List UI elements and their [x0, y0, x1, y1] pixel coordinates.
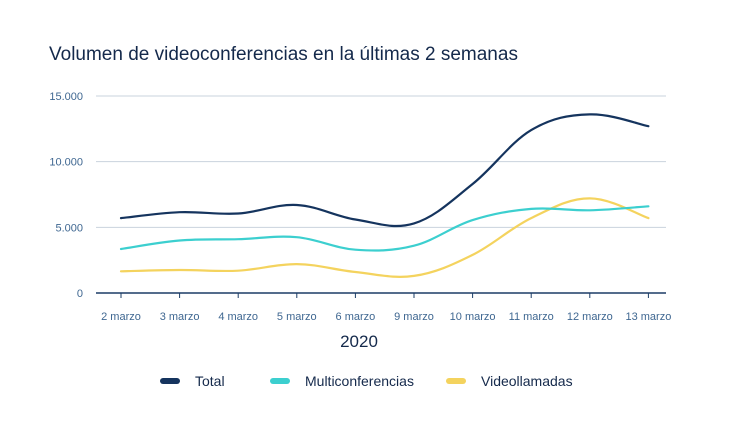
x-tick-label: 12 marzo	[567, 311, 613, 323]
x-axis-label: 2020	[340, 332, 378, 351]
x-tick-label: 10 marzo	[450, 311, 496, 323]
legend-swatch	[160, 378, 180, 384]
y-tick-label: 0	[77, 288, 83, 300]
y-tick-labels: 0 5.000 10.000 15.000	[49, 91, 83, 300]
series-lines	[119, 113, 650, 278]
x-tick-label: 4 marzo	[218, 311, 258, 323]
x-tick-label: 13 marzo	[625, 311, 671, 323]
legend-item-multiconferencias: Multiconferencias	[270, 373, 414, 389]
x-tick-label: 9 marzo	[394, 311, 434, 323]
legend-item-videollamadas: Videollamadas	[446, 373, 573, 389]
x-tick-label: 11 marzo	[509, 311, 554, 323]
y-tick-label: 10.000	[49, 157, 83, 169]
chart-title: Volumen de videoconferencias en la últim…	[49, 44, 518, 65]
legend-label: Total	[195, 373, 225, 389]
series-line-videollamadas	[119, 197, 650, 278]
y-tick-label: 15.000	[49, 91, 83, 103]
y-tick-label: 5.000	[55, 222, 83, 234]
legend: Total Multiconferencias Videollamadas	[0, 373, 730, 393]
legend-swatch	[270, 378, 290, 384]
series-line-total	[119, 113, 650, 228]
x-tick-label: 3 marzo	[160, 311, 200, 323]
x-axis: 2 marzo 3 marzo 4 marzo 5 marzo 6 marzo 9 mar…	[96, 292, 671, 323]
series-line-multiconferencias	[119, 205, 650, 252]
legend-item-total: Total	[160, 373, 225, 389]
legend-label: Videollamadas	[481, 373, 573, 389]
grid-lines	[96, 95, 666, 228]
x-tick-label: 2 marzo	[101, 311, 141, 323]
legend-swatch	[446, 378, 466, 384]
x-tick-label: 5 marzo	[277, 311, 317, 323]
legend-label: Multiconferencias	[305, 373, 414, 389]
x-tick-label: 6 marzo	[336, 311, 376, 323]
